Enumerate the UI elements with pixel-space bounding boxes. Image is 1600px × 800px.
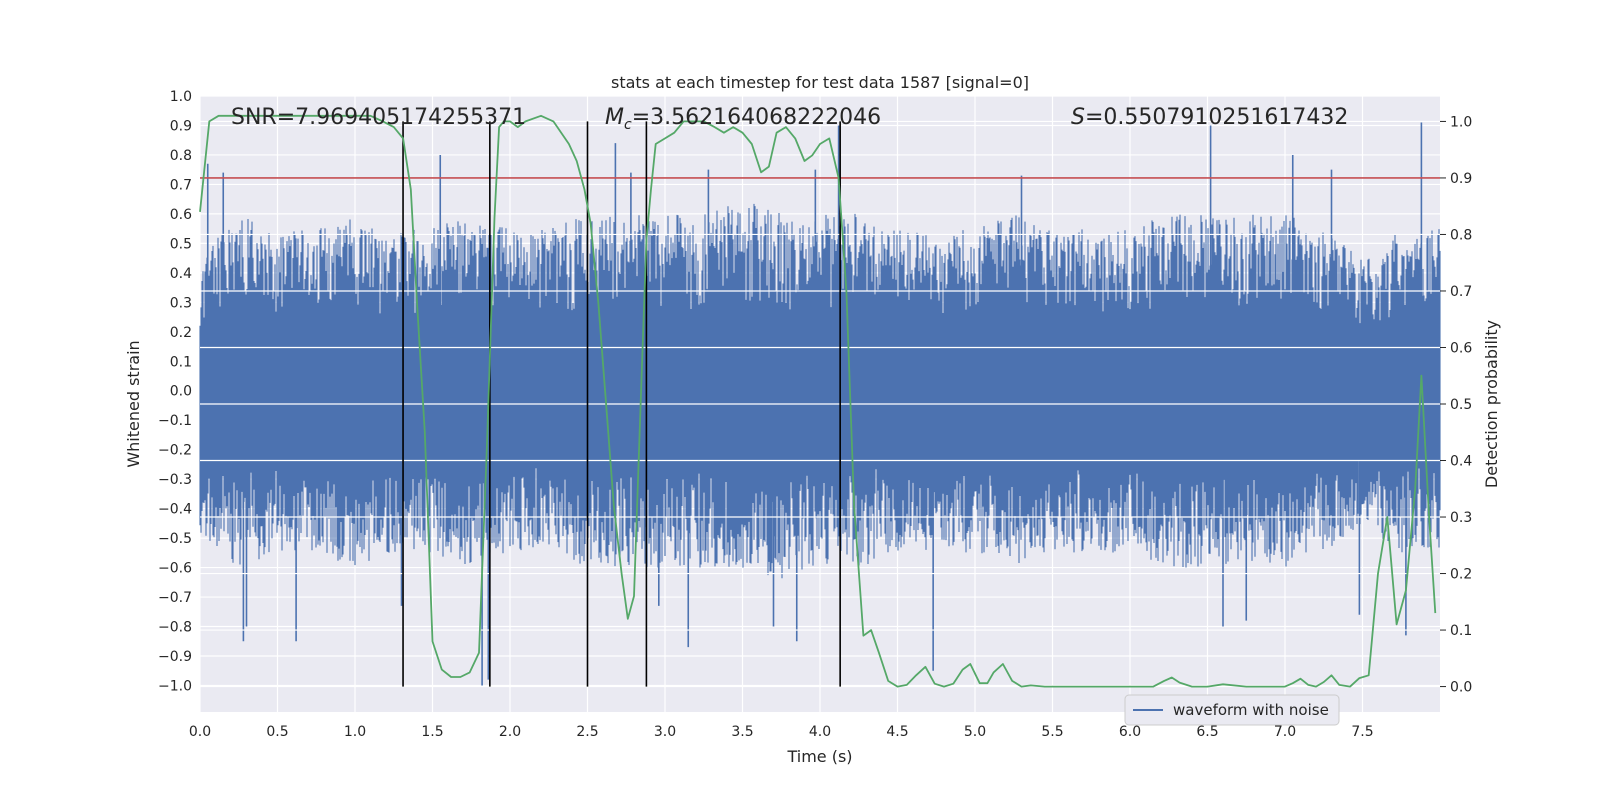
probability-line [199, 114, 1437, 688]
y-tick-label: 0.6 [170, 207, 192, 223]
y2-tick-label: 0.3 [1450, 510, 1472, 526]
x-tick-label: 4.5 [886, 724, 908, 740]
y-tick-label: −0.3 [158, 472, 192, 488]
x-tick-label: 4.0 [809, 724, 831, 740]
y-tick-label: −0.7 [158, 590, 192, 606]
x-tick-label: 2.5 [576, 724, 598, 740]
x-tick-label: 0.5 [266, 724, 288, 740]
y-tick-label: −0.8 [158, 620, 192, 636]
legend: waveform with noise [1124, 694, 1340, 726]
y-tick-label: 0.4 [170, 266, 192, 282]
mc-symbol: M [605, 105, 624, 130]
y2-tick-label: 1.0 [1450, 114, 1472, 130]
y-tick-label: 0.2 [170, 325, 192, 341]
snr-annotation: SNR=7.969405174255371 [231, 105, 526, 130]
y-tick-label: −0.9 [158, 649, 192, 665]
x-tick-label: 2.0 [499, 724, 521, 740]
y-tick-label: −0.4 [158, 502, 192, 518]
y2-tick-label: 0.8 [1450, 227, 1472, 243]
y-tick-label: −1.0 [158, 678, 192, 694]
legend-label: waveform with noise [1173, 701, 1329, 719]
y-tick-label: 0.9 [170, 118, 192, 134]
x-axis-label: Time (s) [786, 747, 852, 766]
probability-series [199, 114, 1437, 688]
x-tick-label: 3.0 [654, 724, 676, 740]
legend-box [1124, 694, 1340, 726]
x-tick-label: 1.0 [344, 724, 366, 740]
y-tick-labels: 1.0 0.9 0.8 0.7 0.6 0.5 0.4 0.3 0.2 0.1 0.0 −0.1 −0.… [158, 89, 192, 694]
x-tick-labels: 0.0 0.5 1.0 1.5 2.0 2.5 3.0 3.5 4.0 4.5 5.0 5.5 6.0 6… [189, 724, 1374, 740]
mc-subscript: c [624, 117, 632, 133]
chart-title: stats at each timestep for test data 158… [611, 73, 1029, 92]
snr-prefix: SNR= [231, 105, 295, 130]
x-tick-label: 0.0 [189, 724, 211, 740]
y-tick-label: 0.1 [170, 354, 192, 370]
x-tick-label: 6.5 [1196, 724, 1218, 740]
y-tick-label: 0.5 [170, 236, 192, 252]
x-tick-label: 1.5 [421, 724, 443, 740]
y-tick-label: 1.0 [170, 89, 192, 105]
waveform-series [199, 122, 1441, 686]
x-tick-label: 5.0 [964, 724, 986, 740]
vertical-markers [402, 121, 841, 687]
x-tick-label: 3.5 [731, 724, 753, 740]
s-symbol: S [1071, 105, 1085, 130]
y2-axis-label: Detection probability [1482, 320, 1501, 488]
y-tick-label: −0.1 [158, 413, 192, 429]
y-tick-label: 0.3 [170, 295, 192, 311]
x-tick-label: 6.0 [1119, 724, 1141, 740]
y-axis-label: Whitened strain [124, 340, 143, 467]
y2-tick-label: 0.7 [1450, 284, 1472, 300]
snr-value: 7.969405174255371 [295, 105, 526, 130]
y2-tick-label: 0.6 [1450, 340, 1472, 356]
y2-tick-label: 0.2 [1450, 567, 1472, 583]
y2-tick-label: 0.0 [1450, 680, 1472, 696]
mc-value: =3.562164068222046 [632, 105, 881, 130]
s-annotation: S=0.5507910251617432 [1071, 105, 1348, 130]
s-value: =0.5507910251617432 [1085, 105, 1348, 130]
y-tick-label: 0.7 [170, 177, 192, 193]
y-tick-label: 0.0 [170, 384, 192, 400]
chirp-mass-annotation: Mc=3.562164068222046 [605, 105, 881, 133]
x-tick-label: 5.5 [1041, 724, 1063, 740]
y2-tick-labels: 1.0 0.9 0.8 0.7 0.6 0.5 0.4 0.3 0.2 0.1 0.0 [1450, 114, 1472, 695]
y2-tick-label: 0.4 [1450, 454, 1472, 470]
y-tick-label: 0.8 [170, 148, 192, 164]
y-tick-label: −0.2 [158, 443, 192, 459]
y-tick-label: −0.6 [158, 561, 192, 577]
y2-tick-label: 0.9 [1450, 171, 1472, 187]
y2-tick-label: 0.5 [1450, 397, 1472, 413]
y2-tick-label: 0.1 [1450, 623, 1472, 639]
x-tick-label: 7.5 [1351, 724, 1373, 740]
x-tick-label: 7.0 [1274, 724, 1296, 740]
y-tick-label: −0.5 [158, 531, 192, 547]
